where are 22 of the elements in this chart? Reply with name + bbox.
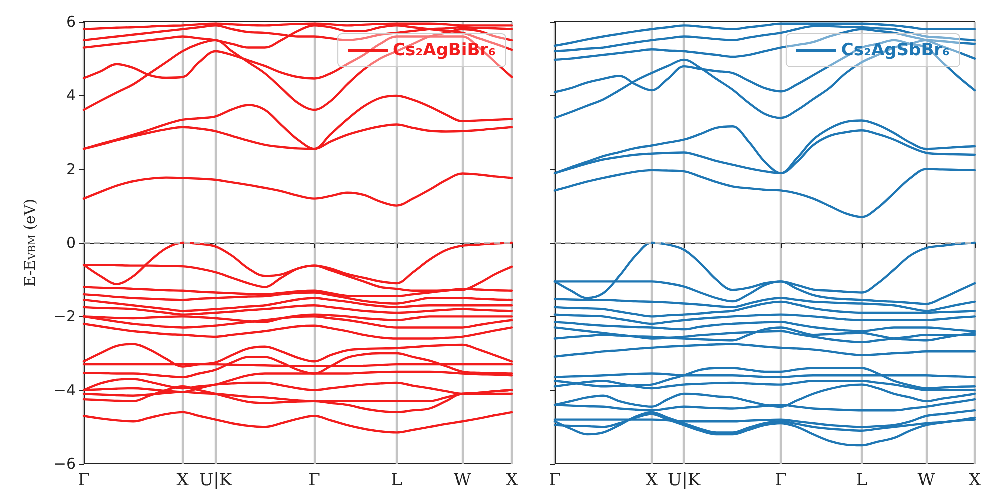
x-tick-label: X bbox=[506, 470, 519, 490]
x-tick-label: Γ bbox=[78, 470, 90, 490]
x-tick-label: W bbox=[454, 470, 472, 490]
y-tick-label: −2 bbox=[54, 308, 76, 326]
y-tick-label: 2 bbox=[66, 160, 76, 178]
y-tick-label: −6 bbox=[54, 455, 76, 473]
y-tick-label: 4 bbox=[66, 86, 76, 105]
y-tick-label: 0 bbox=[66, 234, 76, 252]
x-tick-label: X bbox=[968, 470, 982, 490]
x-tick-label: X bbox=[646, 470, 659, 490]
x-tick-label: Γ bbox=[308, 470, 321, 490]
y-tick-label: 6 bbox=[66, 13, 76, 31]
x-tick-label: L bbox=[856, 470, 868, 490]
x-tick-label: W bbox=[918, 470, 936, 490]
x-tick-label: X bbox=[176, 470, 190, 490]
y-tick-label: −4 bbox=[54, 381, 76, 400]
x-tick-label: L bbox=[391, 470, 402, 490]
x-tick-label: Γ bbox=[775, 470, 788, 490]
x-tick-label: U|K bbox=[668, 470, 701, 490]
x-tick-label: Γ bbox=[549, 470, 562, 490]
y-axis-title: E-EVBM (eV) bbox=[21, 198, 39, 288]
x-tick-label: U|K bbox=[199, 470, 232, 490]
